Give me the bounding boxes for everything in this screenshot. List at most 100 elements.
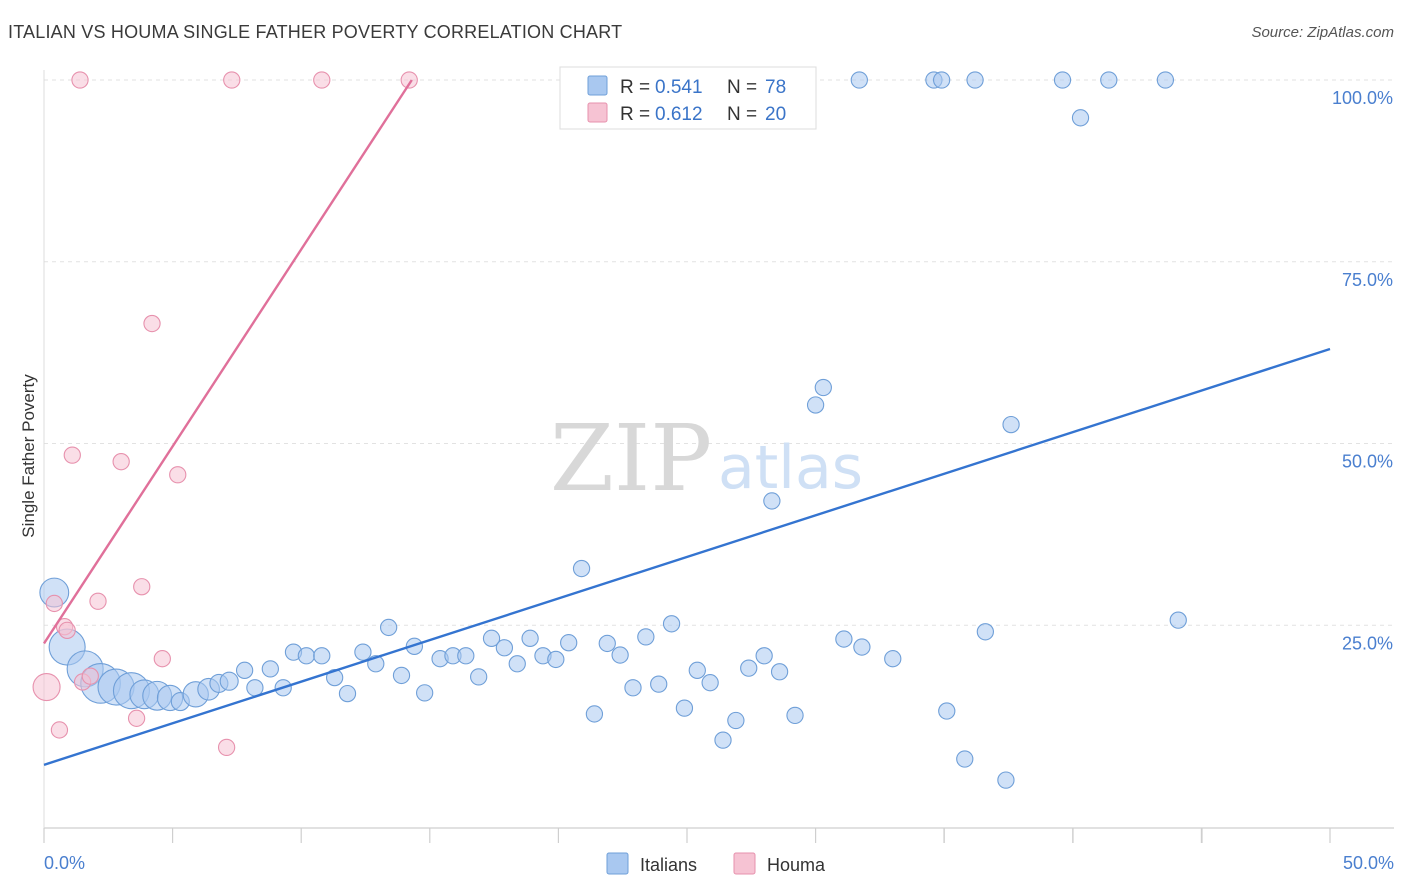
legend-r-label-italians: R = <box>620 77 650 98</box>
point-italians-19 <box>297 647 315 665</box>
y-tick-labels: 25.0% 50.0% 75.0% 100.0% <box>1332 88 1393 653</box>
bottom-legend-swatch-houma <box>733 852 756 875</box>
trend-line-houma <box>42 79 413 645</box>
legend-n-label-houma: N = <box>727 104 757 125</box>
point-houma-16 <box>223 71 241 89</box>
point-houma-18 <box>400 71 418 89</box>
point-houma-11 <box>143 314 161 333</box>
legend-n-value-italians: 78 <box>765 77 786 98</box>
point-houma-14 <box>217 738 236 757</box>
point-italians-62 <box>884 650 902 668</box>
watermark-zip: ZIP <box>550 405 712 512</box>
point-italians-15 <box>246 679 264 697</box>
point-italians-16 <box>261 660 279 678</box>
point-italians-51 <box>714 731 732 749</box>
point-italians-28 <box>416 684 434 702</box>
point-italians-35 <box>508 655 526 673</box>
point-italians-46 <box>650 675 668 693</box>
point-italians-69 <box>850 71 868 89</box>
point-italians-64 <box>956 750 974 768</box>
legend-r-value-houma: 0.612 <box>655 104 703 125</box>
point-houma-7 <box>89 592 107 610</box>
legend-box: R = 0.541 N = 78 R = 0.612 N = 20 <box>559 66 817 130</box>
point-houma-4 <box>58 621 76 639</box>
watermark-atlas: atlas <box>718 433 863 503</box>
point-italians-71 <box>932 71 951 89</box>
chart-title: ITALIAN VS HOUMA SINGLE FATHER POVERTY C… <box>8 22 623 42</box>
point-houma-15 <box>71 71 89 89</box>
point-italians-67 <box>1002 415 1020 434</box>
point-italians-39 <box>560 634 578 652</box>
point-houma-1 <box>45 594 63 613</box>
trend-line-italians <box>43 347 1331 766</box>
y-tick-label-3: 100.0% <box>1332 88 1393 108</box>
point-italians-68 <box>1169 611 1187 629</box>
point-italians-72 <box>966 71 984 89</box>
y-tick-label-0: 25.0% <box>1342 633 1393 653</box>
point-italians-13 <box>219 671 239 691</box>
bottom-legend: Italians Houma <box>606 852 826 875</box>
x-tick-label-max: 50.0% <box>1343 853 1394 873</box>
point-italians-23 <box>354 643 372 661</box>
y-tick-label-1: 50.0% <box>1342 452 1393 472</box>
point-italians-66 <box>997 771 1015 789</box>
point-houma-12 <box>153 650 171 668</box>
point-houma-9 <box>127 709 146 727</box>
legend-swatch-houma <box>587 102 608 123</box>
point-houma-8 <box>112 453 130 471</box>
point-italians-53 <box>740 659 758 677</box>
bottom-legend-label-houma: Houma <box>767 855 826 875</box>
point-italians-74 <box>1071 109 1090 127</box>
point-italians-44 <box>624 679 642 697</box>
gridlines <box>44 79 1394 626</box>
point-italians-61 <box>853 638 871 656</box>
point-italians-63 <box>938 702 956 720</box>
point-italians-52 <box>727 711 745 730</box>
point-italians-14 <box>235 661 254 679</box>
point-italians-20 <box>313 647 331 665</box>
bottom-legend-swatch-italians <box>606 852 629 875</box>
point-italians-32 <box>470 668 488 686</box>
legend-n-value-houma: 20 <box>765 104 786 125</box>
point-italians-75 <box>1100 71 1118 89</box>
point-italians-43 <box>611 646 629 664</box>
x-ticks <box>43 828 1331 843</box>
point-houma-13 <box>169 466 187 484</box>
point-italians-55 <box>763 492 781 510</box>
legend-n-label-italians: N = <box>727 77 757 98</box>
point-italians-60 <box>835 630 853 648</box>
point-italians-41 <box>585 705 604 723</box>
point-italians-59 <box>814 378 832 397</box>
point-italians-73 <box>1053 71 1072 89</box>
bottom-legend-label-italians: Italians <box>640 855 697 875</box>
point-houma-0 <box>32 672 61 702</box>
data-points <box>32 71 1187 789</box>
point-italians-38 <box>547 650 565 669</box>
point-houma-10 <box>133 578 151 596</box>
axes <box>43 70 1394 829</box>
point-italians-21 <box>325 668 344 687</box>
point-houma-17 <box>313 71 331 89</box>
point-italians-42 <box>598 634 616 653</box>
point-italians-47 <box>662 615 681 633</box>
point-italians-22 <box>338 684 357 703</box>
point-houma-2 <box>50 721 69 739</box>
trend-lines <box>42 79 1331 766</box>
legend-r-value-italians: 0.541 <box>655 77 703 98</box>
point-italians-50 <box>701 674 719 692</box>
legend-r-label-houma: R = <box>620 104 650 125</box>
point-italians-56 <box>770 663 789 681</box>
legend-swatch-italians <box>587 75 608 96</box>
point-houma-19 <box>81 667 99 685</box>
point-italians-34 <box>495 639 514 657</box>
point-italians-45 <box>637 628 655 646</box>
point-italians-25 <box>379 618 398 637</box>
point-italians-40 <box>572 559 591 578</box>
point-italians-27 <box>405 637 424 655</box>
point-italians-54 <box>755 647 773 665</box>
point-italians-36 <box>521 629 539 647</box>
x-tick-label-min: 0.0% <box>44 853 85 873</box>
point-italians-49 <box>688 661 706 679</box>
point-italians-26 <box>392 666 411 685</box>
